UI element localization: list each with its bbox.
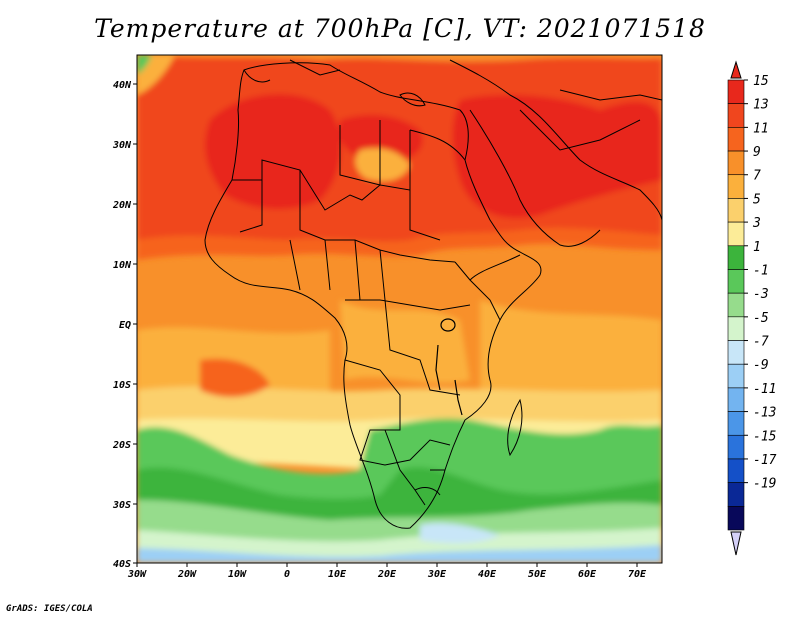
colorbar-swatch (727, 506, 745, 531)
colorbar: 15 13 11 9 7 5 3 1 -1 -3 -5 -7 -9 -11 -13 -15 -17 -19 (727, 60, 777, 556)
country-borders (204, 59, 662, 529)
lon-label: 20W (177, 569, 197, 580)
lon-label: 60E (578, 569, 597, 580)
colorbar-swatch (727, 292, 745, 318)
colorbar-label: 13 (753, 98, 769, 113)
colorbar-label: 11 (753, 121, 769, 136)
lon-label: 50E (528, 569, 547, 580)
lakes (435, 318, 463, 416)
lat-label: 30N (112, 140, 132, 151)
colorbar-label: 15 (753, 74, 769, 89)
lat-label: 20N (112, 200, 132, 211)
colorbar-label: 3 (752, 216, 761, 231)
lon-label: 70E (628, 569, 647, 580)
colorbar-swatch (727, 127, 745, 152)
colorbar-swatch (727, 198, 745, 223)
plot-frame (136, 54, 663, 564)
colorbar-swatch (727, 458, 745, 483)
lat-label: 40S (113, 559, 131, 570)
lat-label: 30S (112, 500, 131, 511)
credit-text: GrADS: IGES/COLA (6, 604, 93, 614)
colorbar-bottom-arrow (730, 531, 742, 556)
lon-label: 30E (427, 569, 447, 580)
colorbar-swatch (727, 482, 745, 507)
longitude-labels: 30W 20W 10W 0 10E 20E 30E 40E 50E 60E 70… (127, 569, 647, 580)
colorbar-swatch (727, 174, 745, 199)
colorbar-swatch (727, 363, 745, 389)
lat-label: 10S (113, 380, 131, 391)
lon-label: 10E (328, 569, 347, 580)
colorbar-label: -15 (753, 429, 777, 444)
colorbar-swatch (727, 269, 745, 294)
map-title: Temperature at 700hPa [C], VT: 202107151… (94, 14, 706, 43)
colorbar-swatch (727, 316, 745, 341)
lat-label: EQ (119, 320, 131, 331)
colorbar-label: 1 (753, 240, 761, 255)
colorbar-swatch (727, 245, 745, 270)
temperature-field (137, 55, 662, 563)
colorbar-label: -5 (753, 311, 769, 326)
colorbar-label: -7 (753, 335, 769, 350)
colorbar-swatch (727, 221, 745, 247)
colorbar-label: -9 (753, 358, 769, 373)
lon-label: 40E (478, 569, 497, 580)
colorbar-swatch (727, 79, 745, 104)
colorbar-swatch (727, 150, 745, 176)
colorbar-swatch (727, 411, 745, 436)
colorbar-swatch (727, 387, 745, 412)
lat-label: 10N (113, 260, 132, 271)
lon-label: 30W (127, 569, 147, 580)
colorbar-swatch (727, 340, 745, 365)
lon-label: 0 (284, 569, 290, 580)
colorbar-swatch (727, 434, 745, 460)
colorbar-label: -11 (753, 382, 776, 397)
latitude-labels: 40N 30N 20N 10N EQ 10S 20S 30S 40S (112, 80, 132, 570)
lon-label: 20E (377, 569, 397, 580)
lon-label: 10W (228, 569, 247, 580)
colorbar-label: 9 (753, 145, 761, 160)
colorbar-top-arrow (730, 60, 742, 79)
colorbar-swatch (727, 103, 745, 128)
colorbar-label: -3 (753, 287, 769, 302)
colorbar-label: -1 (753, 263, 769, 278)
axis-ticks (133, 83, 638, 567)
lat-label: 20S (112, 440, 131, 451)
colorbar-label: 5 (753, 192, 761, 207)
colorbar-label: -13 (753, 406, 776, 421)
lat-label: 40N (113, 80, 132, 91)
colorbar-label: 7 (753, 169, 761, 184)
colorbar-label: -19 (753, 477, 776, 492)
colorbar-label: -17 (753, 453, 777, 468)
